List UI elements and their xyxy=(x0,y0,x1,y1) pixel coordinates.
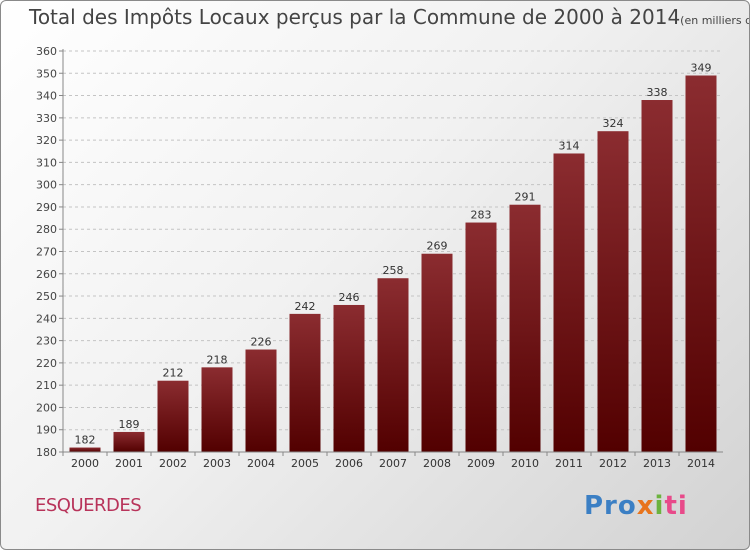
bar-2002 xyxy=(157,380,189,452)
x-tick-label: 2014 xyxy=(687,457,715,470)
chart-unit-note: (en milliers d'€) xyxy=(680,14,749,27)
value-label: 189 xyxy=(119,418,140,431)
y-tick-label: 280 xyxy=(36,223,57,236)
y-tick-label: 270 xyxy=(36,246,57,259)
x-tick-label: 2011 xyxy=(555,457,583,470)
x-tick-label: 2009 xyxy=(467,457,495,470)
chart-title-text: Total des Impôts Locaux perçus par la Co… xyxy=(29,5,681,29)
bar-2001 xyxy=(113,431,145,452)
x-tick-label: 2001 xyxy=(115,457,143,470)
value-label: 269 xyxy=(427,240,448,253)
bar-2014 xyxy=(685,75,717,452)
x-tick-label: 2007 xyxy=(379,457,407,470)
value-label: 283 xyxy=(471,209,492,222)
value-label: 226 xyxy=(251,336,272,349)
y-tick-label: 340 xyxy=(36,90,57,103)
value-label: 314 xyxy=(559,139,580,152)
bar-2012 xyxy=(597,131,629,452)
logo-part-2: x xyxy=(636,491,655,521)
y-tick-label: 310 xyxy=(36,156,57,169)
y-tick-label: 230 xyxy=(36,335,57,348)
value-label: 246 xyxy=(339,291,360,304)
logo-part-1: Pro xyxy=(584,491,637,521)
bar-2013 xyxy=(641,100,673,452)
y-tick-label: 210 xyxy=(36,379,57,392)
logo-part-3: i xyxy=(654,491,665,521)
axes xyxy=(62,49,723,453)
x-tick-label: 2012 xyxy=(599,457,627,470)
y-tick-label: 300 xyxy=(36,179,57,192)
y-tick-label: 250 xyxy=(36,290,57,303)
chart-title: Total des Impôts Locaux perçus par la Co… xyxy=(29,5,749,29)
value-labels: 182 189 212 218 226 242 246 258 269 283 291 314 324 3… xyxy=(75,62,712,447)
logo-part-4: ti xyxy=(664,491,688,521)
y-tick-label: 350 xyxy=(36,67,57,80)
commune-name: ESQUERDES xyxy=(35,495,142,516)
x-tick-label: 2008 xyxy=(423,457,451,470)
value-label: 291 xyxy=(515,191,536,204)
proxiti-logo: Proxiti xyxy=(584,491,688,521)
value-label: 218 xyxy=(207,353,228,366)
x-tick-label: 2000 xyxy=(71,457,99,470)
y-tick-label: 290 xyxy=(36,201,57,214)
bar-2009 xyxy=(465,222,497,452)
value-label: 324 xyxy=(603,117,624,130)
x-tick-label: 2002 xyxy=(159,457,187,470)
value-label: 242 xyxy=(295,300,316,313)
y-tick-label: 360 xyxy=(36,45,57,58)
x-tick-label: 2004 xyxy=(247,457,275,470)
value-label: 258 xyxy=(383,264,404,277)
y-tick-label: 200 xyxy=(36,401,57,414)
bar-2000 xyxy=(69,447,101,452)
bar-2005 xyxy=(289,313,321,452)
x-tick-label: 2005 xyxy=(291,457,319,470)
y-axis-ticks: 180 190 200 210 220 230 240 250 260 270 280 290 300 3… xyxy=(36,45,63,459)
value-label: 182 xyxy=(75,434,96,447)
x-tick-label: 2006 xyxy=(335,457,363,470)
x-tick-label: 2010 xyxy=(511,457,539,470)
y-tick-label: 190 xyxy=(36,424,57,437)
value-label: 338 xyxy=(647,86,668,99)
bar-2010 xyxy=(509,204,541,452)
x-axis-ticks: 2000 2001 2002 2003 2004 2005 2006 2007 2008 2009… xyxy=(62,452,715,470)
y-tick-label: 320 xyxy=(36,134,57,147)
bars xyxy=(69,75,717,452)
bar-2008 xyxy=(421,253,453,452)
bar-2004 xyxy=(245,349,277,452)
value-label: 212 xyxy=(163,367,184,380)
y-tick-label: 220 xyxy=(36,357,57,370)
y-tick-label: 260 xyxy=(36,268,57,281)
x-tick-label: 2013 xyxy=(643,457,671,470)
value-label: 349 xyxy=(691,62,712,75)
y-tick-label: 180 xyxy=(36,446,57,459)
y-tick-label: 330 xyxy=(36,112,57,125)
bar-2006 xyxy=(333,304,365,452)
bar-2011 xyxy=(553,153,585,452)
x-tick-label: 2003 xyxy=(203,457,231,470)
bar-2003 xyxy=(201,367,233,452)
y-tick-label: 240 xyxy=(36,312,57,325)
bar-2007 xyxy=(377,278,409,452)
